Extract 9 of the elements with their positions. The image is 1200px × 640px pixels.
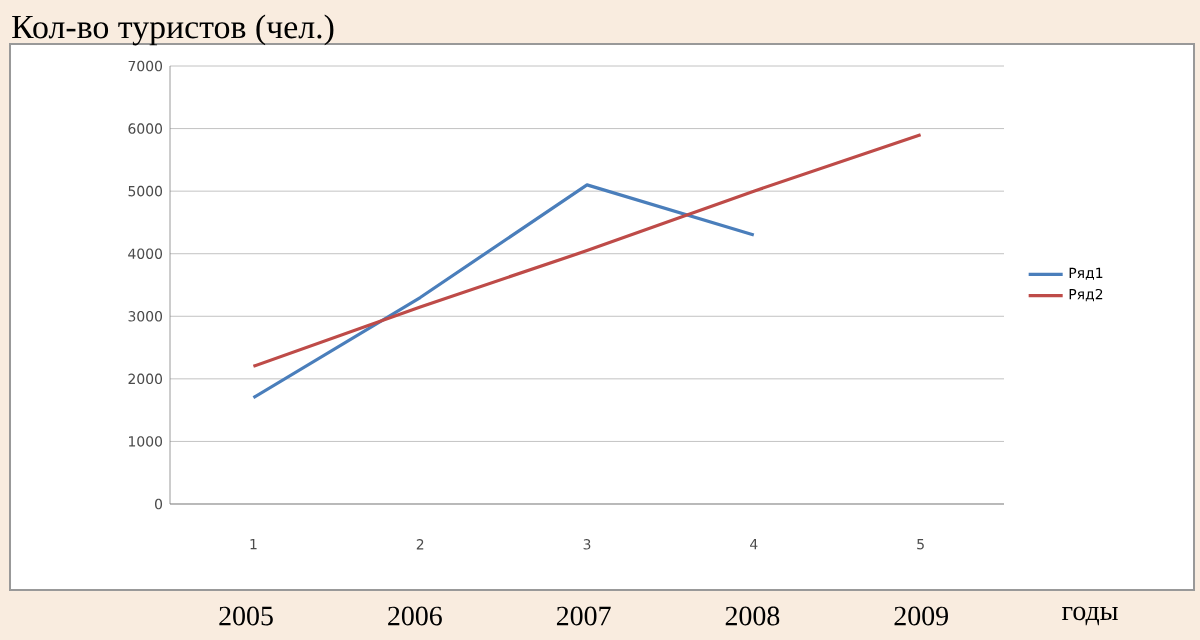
text: 2008	[725, 606, 780, 626]
line-series	[251, 183, 756, 400]
line-series	[251, 133, 923, 368]
text: 2009	[894, 606, 948, 626]
text: 2005	[219, 606, 273, 626]
chart-title: Кол-во туристов (чел.)	[12, 14, 334, 46]
text: годы	[1062, 606, 1118, 626]
text: 2007	[556, 606, 611, 626]
text: 2006	[388, 606, 442, 626]
